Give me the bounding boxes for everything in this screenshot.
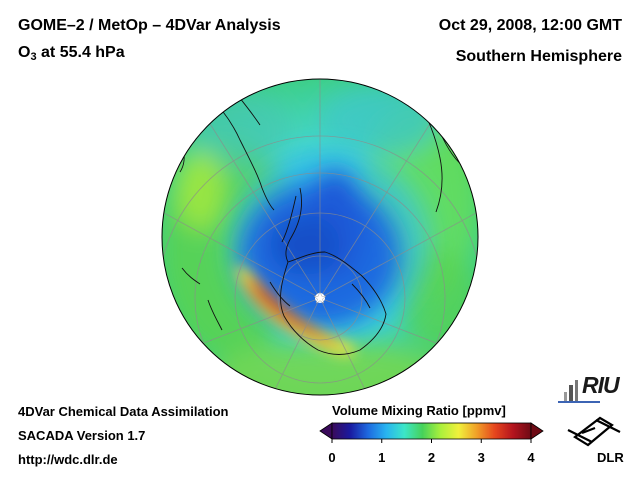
colorbar-tick-label: 1 — [378, 450, 386, 465]
species-subscript: 3 — [30, 51, 37, 63]
map-title: GOME–2 / MetOp – 4DVar Analysis — [18, 17, 281, 34]
colorbar-under-arrow — [319, 422, 333, 440]
footer-assimilation: 4DVar Chemical Data Assimilation — [18, 404, 229, 419]
colorbar-tick-label: 0 — [328, 450, 336, 465]
globe-outline — [161, 78, 479, 396]
colorbar-tick-label: 4 — [527, 450, 535, 465]
date-label: Oct 29, 2008, 12:00 GMT — [438, 17, 622, 34]
colorbar-tick-label: 3 — [477, 450, 485, 465]
south-pole-star-icon — [313, 291, 327, 304]
riu-logo-text: RIU — [582, 372, 620, 398]
colorbar-ramp — [331, 422, 532, 440]
dlr-logo-icon — [567, 416, 621, 447]
colorbar-title: Volume Mixing Ratio [ppmv] — [332, 403, 506, 418]
footer-version: SACADA Version 1.7 — [18, 428, 146, 443]
dlr-logo-text: DLR — [597, 450, 624, 465]
footer-url[interactable]: http://wdc.dlr.de — [18, 452, 118, 467]
colorbar-tick-label: 2 — [427, 450, 436, 465]
graticule — [162, 79, 478, 395]
map-subtitle: O3 at 55.4 hPa — [18, 44, 125, 63]
species-symbol: O — [18, 44, 31, 61]
riu-logo-icon — [558, 380, 600, 403]
pressure-level: at 55.4 hPa — [36, 44, 125, 61]
region-label: Southern Hemisphere — [455, 48, 622, 65]
colorbar — [319, 422, 544, 443]
colorbar-over-arrow — [530, 422, 544, 440]
